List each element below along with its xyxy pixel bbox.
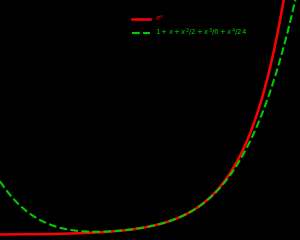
$1+x+x^2/2+x^3/6+x^4/24$ — [0, 180, 2, 183]
$e^x$ — [144, 226, 148, 229]
$e^x$ — [0, 233, 2, 236]
$1+x+x^2/2+x^3/6+x^4/24$ — [94, 230, 98, 233]
Line: $e^x$: $e^x$ — [0, 0, 300, 234]
Line: $1+x+x^2/2+x^3/6+x^4/24$: $1+x+x^2/2+x^3/6+x^4/24$ — [0, 0, 300, 232]
$e^x$ — [234, 162, 238, 164]
$1+x+x^2/2+x^3/6+x^4/24$ — [290, 15, 293, 18]
$1+x+x^2/2+x^3/6+x^4/24$ — [235, 164, 238, 167]
$1+x+x^2/2+x^3/6+x^4/24$ — [290, 16, 293, 18]
Legend: $e^x$, $1+x+x^2/2+x^3/6+x^4/24$: $e^x$, $1+x+x^2/2+x^3/6+x^4/24$ — [130, 11, 250, 42]
$1+x+x^2/2+x^3/6+x^4/24$ — [14, 199, 17, 202]
$e^x$ — [136, 227, 140, 230]
$e^x$ — [14, 233, 17, 236]
$1+x+x^2/2+x^3/6+x^4/24$ — [136, 227, 140, 230]
$1+x+x^2/2+x^3/6+x^4/24$ — [144, 226, 148, 228]
